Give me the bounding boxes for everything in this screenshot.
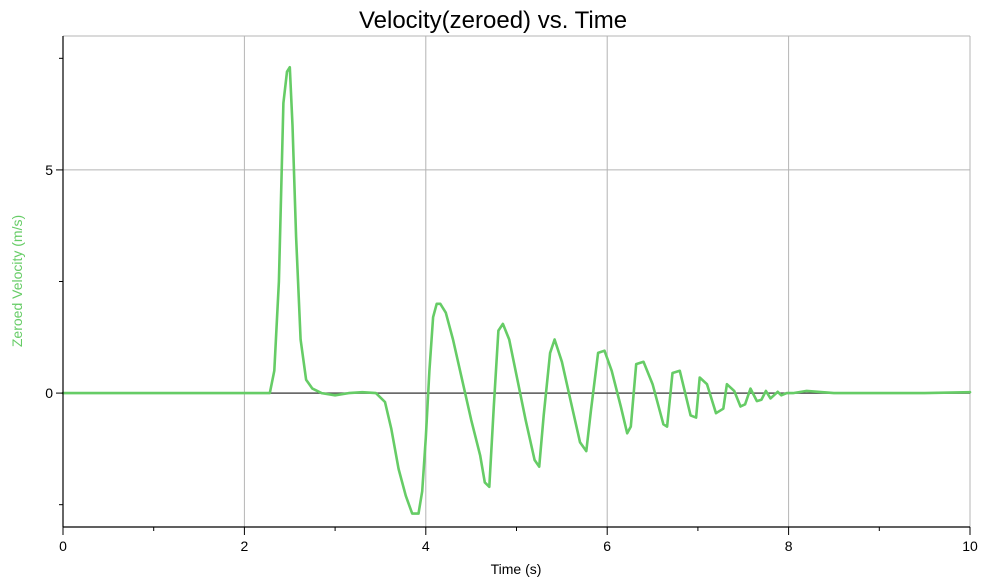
- axes: [56, 36, 971, 535]
- x-tick-label: 4: [422, 538, 430, 554]
- y-tick-label: 5: [45, 162, 53, 178]
- tick-labels: 0 2 4 6 8 10 0 5: [45, 162, 978, 554]
- series-layer: [61, 65, 972, 515]
- y-axis-label: Zeroed Velocity (m/s): [9, 215, 25, 347]
- velocity-series-line: [61, 65, 972, 515]
- x-tick-label: 2: [241, 538, 249, 554]
- x-tick-label: 8: [785, 538, 793, 554]
- grid-lines: [63, 35, 971, 527]
- x-axis-label: Time (s): [491, 561, 542, 577]
- x-tick-label: 0: [59, 538, 67, 554]
- x-tick-label: 10: [962, 538, 978, 554]
- chart-title: Velocity(zeroed) vs. Time: [359, 7, 627, 34]
- x-tick-label: 6: [603, 538, 611, 554]
- y-tick-label: 0: [45, 385, 53, 401]
